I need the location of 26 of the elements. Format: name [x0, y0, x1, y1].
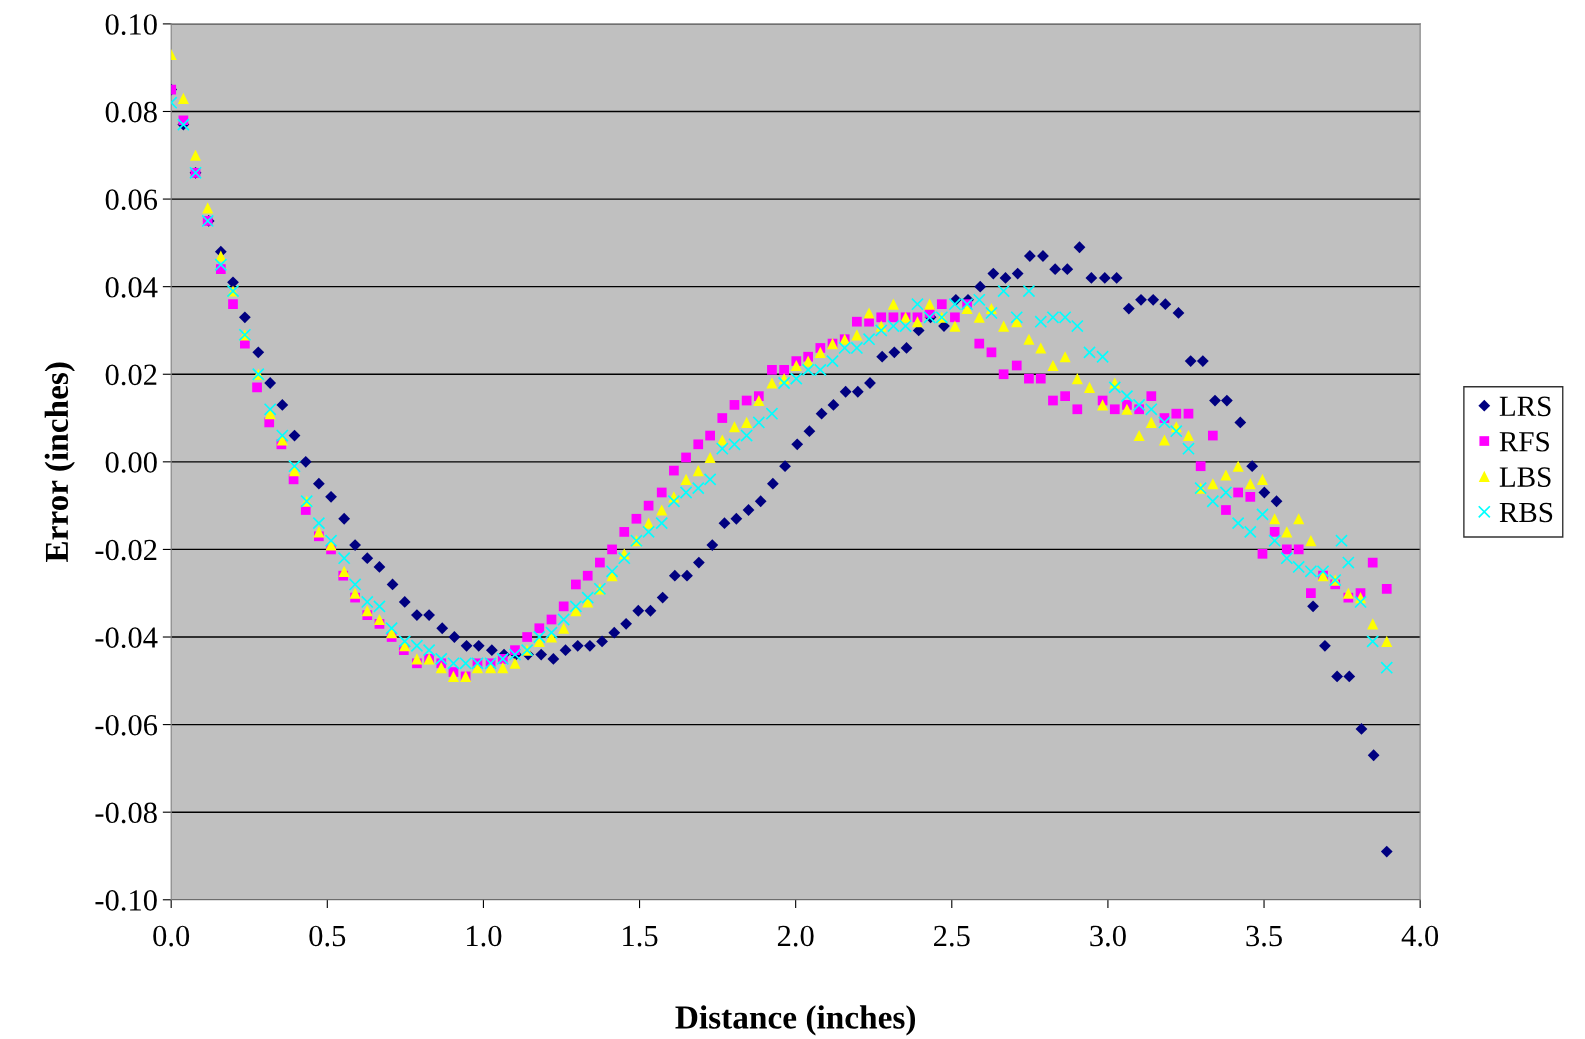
x-tick-label: 4.0 — [1401, 925, 1439, 947]
y-tick-label: 0.10 — [105, 14, 157, 35]
y-tick-label: 0.04 — [105, 276, 158, 298]
legend-label: RFS — [1499, 431, 1549, 452]
legend-label: LBS — [1499, 467, 1551, 487]
y-tick-label: 0.00 — [105, 452, 157, 473]
y-axis-title: Error (inches) — [44, 362, 75, 563]
x-tick-label: 0.0 — [153, 925, 190, 947]
x-tick-label: 1.0 — [467, 925, 502, 947]
x-tick-label: 1.5 — [623, 925, 658, 947]
y-tick-label: 0.02 — [105, 364, 157, 386]
y-tick-label: -0.10 — [95, 890, 157, 911]
x-tick-label: 2.0 — [777, 925, 814, 947]
y-tick-label: 0.06 — [105, 189, 158, 211]
x-axis-title: Distance (inches) — [675, 1005, 916, 1036]
legend-label: LRS — [1499, 396, 1551, 417]
legend-label: RBS — [1499, 502, 1553, 523]
y-tick-label: 0.08 — [105, 101, 157, 123]
y-tick-label: -0.02 — [95, 539, 157, 561]
y-tick-label: -0.04 — [95, 627, 158, 649]
x-tick-label: 3.0 — [1090, 925, 1126, 947]
x-tick-label: 0.5 — [309, 925, 346, 947]
y-tick-label: -0.08 — [95, 802, 157, 824]
x-tick-label: 2.5 — [934, 925, 970, 947]
y-tick-label: -0.06 — [95, 714, 158, 736]
x-tick-label: 3.5 — [1246, 925, 1282, 947]
